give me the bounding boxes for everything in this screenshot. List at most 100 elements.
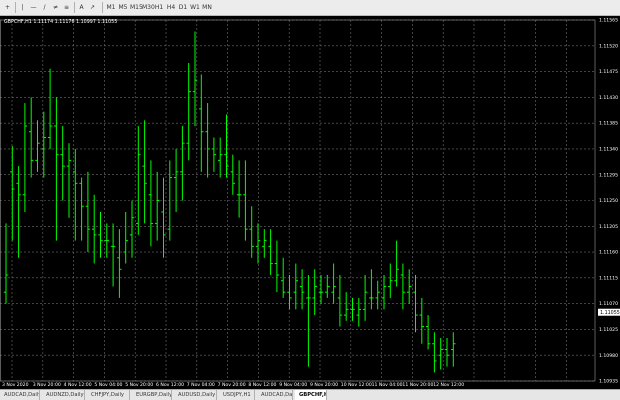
chart-tabs: AUDCAD,Daily AUDNZD,Daily CHFJPY,Daily EURG… [0, 389, 620, 400]
ohlc-bar [350, 297, 355, 321]
ohlc-bar [337, 274, 343, 327]
ohlc-bar [375, 280, 380, 310]
ohlc-bar [344, 292, 349, 321]
ohlc-bar [381, 274, 387, 310]
ohlc-bar [211, 137, 217, 172]
ohlc-bar [3, 223, 9, 304]
timeframe-button[interactable]: D1 [178, 4, 188, 11]
chart-tab[interactable]: AUDCAD,Daily [257, 390, 293, 400]
timeframe-button[interactable]: H1 [154, 4, 164, 11]
ohlc-bar [444, 338, 450, 367]
ohlc-bar [243, 160, 248, 241]
chart-tab[interactable]: GBPCHF,H1 [295, 390, 327, 400]
ohlc-bar [268, 229, 273, 275]
time-tick-label: 11 Nov 20:00 [402, 382, 433, 388]
ohlc-bar [192, 31, 198, 127]
channel-icon[interactable]: ≠ [52, 4, 59, 11]
arrow-icon[interactable]: ↗ [89, 4, 96, 11]
time-tick-label: 3 Nov 2020 [2, 382, 29, 388]
ohlc-bar [356, 297, 361, 327]
current-price-marker: 1.11055 [598, 308, 620, 316]
chart-tab[interactable]: CHFJPY,Daily [87, 390, 130, 400]
ohlc-bar [104, 223, 109, 258]
ohlc-bar [293, 263, 298, 310]
price-tick-label: 1.11385 [599, 121, 618, 127]
timeframe-button[interactable]: M5 [118, 4, 128, 11]
chart-tab[interactable]: USDJPY,H1 [219, 390, 255, 400]
ohlc-bar [29, 97, 34, 178]
ohlc-bar [35, 120, 40, 172]
time-tick-label: 12 Nov 12:00 [433, 382, 464, 388]
chart-info-label: GBPCHF,H1 1.11174 1.11176 1.10997 1.1105… [4, 19, 117, 25]
chart-tab[interactable]: EURGBP,Daily [132, 390, 172, 400]
ohlc-bar [312, 269, 317, 316]
ohlc-bar [41, 111, 46, 178]
ohlc-bar [10, 146, 15, 241]
timeframe-button[interactable]: M30 [142, 4, 155, 11]
horizontal-line-icon[interactable]: — [30, 4, 37, 11]
fibonacci-icon[interactable]: ≡ [63, 4, 70, 11]
ohlc-bar [230, 154, 235, 195]
time-tick-label: 5 Nov 20:00 [125, 382, 153, 388]
ohlc-bar [167, 160, 172, 241]
ohlc-bar [274, 240, 280, 293]
ohlc-bar [249, 206, 254, 258]
time-tick-label: 7 Nov 20:00 [218, 382, 246, 388]
ohlc-bar [66, 143, 72, 218]
ohlc-bar [362, 274, 368, 321]
toolbar-separator [15, 2, 16, 13]
toolbar-separator [102, 2, 103, 13]
ohlc-bar [199, 74, 204, 172]
ohlc-bar [218, 137, 223, 178]
ohlc-bar [438, 338, 443, 370]
trendline-icon[interactable]: / [43, 4, 46, 11]
text-icon[interactable]: A [79, 4, 84, 11]
ohlc-bar [123, 211, 128, 264]
time-tick-label: 10 Nov 12:00 [341, 382, 372, 388]
time-axis: 3 Nov 2020 3 Nov 20:00 4 Nov 12:00 5 Nov 04… [2, 382, 464, 388]
vertical-line-icon[interactable]: | [21, 4, 24, 11]
ohlc-bar [394, 240, 399, 287]
time-tick-label: 9 Nov 20:00 [310, 382, 338, 388]
ohlc-bar [136, 126, 141, 235]
ohlc-bar [281, 257, 286, 298]
timeframe-button[interactable]: H4 [166, 4, 176, 11]
ohlc-bar [161, 177, 166, 258]
price-tick-label: 1.11430 [599, 95, 618, 101]
time-tick-label: 6 Nov 12:00 [156, 382, 184, 388]
price-tick-label: 1.11295 [599, 172, 618, 178]
ohlc-bar [325, 274, 330, 298]
ohlc-bar [299, 269, 305, 310]
chart-background [0, 16, 620, 389]
ohlc-bar [73, 148, 78, 241]
ohlc-bar [110, 223, 116, 287]
price-tick-label: 1.11250 [599, 198, 618, 204]
timeframe-button[interactable]: W1 [190, 4, 200, 11]
time-tick-label: 4 Nov 12:00 [64, 382, 92, 388]
ohlc-bar [262, 229, 267, 258]
ohlc-bar [92, 194, 97, 264]
ohlc-bar [331, 263, 336, 304]
time-tick-label: 8 Nov 12:00 [248, 382, 276, 388]
price-tick-label: 1.11475 [599, 69, 618, 75]
ohlc-bar [186, 62, 191, 161]
ohlc-bar [413, 274, 418, 333]
timeframe-button[interactable]: M15 [130, 4, 143, 11]
ohlc-bar [419, 297, 424, 344]
chart-tab[interactable]: AUDUSD,Daily [174, 390, 217, 400]
crosshair-icon[interactable]: + [4, 4, 11, 11]
ohlc-bar [155, 171, 160, 241]
ohlc-bar [306, 274, 311, 367]
timeframe-button[interactable]: M1 [106, 4, 116, 11]
toolbar: + | — / ≠ ≡ A ↗ M1 M5 M15 M30 H1 H4 D1 W1 MN [0, 0, 620, 16]
chart-tab[interactable]: AUDCAD,Daily [0, 390, 40, 400]
chart-tab[interactable]: AUDNZD,Daily [42, 390, 85, 400]
ohlc-bar [22, 103, 28, 212]
ohlc-bar [16, 166, 21, 258]
ohlc-bar [47, 68, 53, 149]
ohlc-bar [148, 160, 154, 247]
timeframe-button[interactable]: MN [202, 4, 212, 11]
ohlc-bar [180, 126, 185, 201]
price-chart[interactable]: 1.11565 1.11520 1.11475 1.11430 1.11385 1.113… [0, 16, 620, 389]
